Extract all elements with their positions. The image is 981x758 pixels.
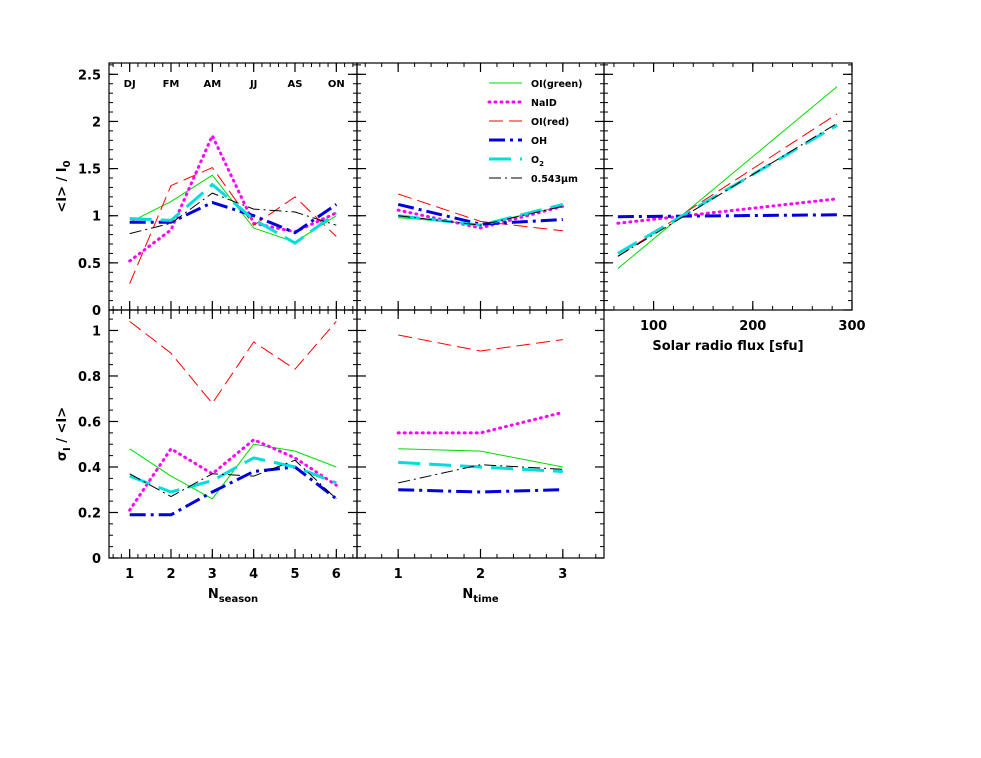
series-line-naid <box>616 197 839 225</box>
series-line-o2 <box>617 123 838 255</box>
y-tick-label: 0.2 <box>78 506 101 521</box>
legend-label-naid: NaID <box>531 98 557 109</box>
y-tick-label: 0.6 <box>78 415 101 430</box>
x-tick-label: 100 <box>640 319 667 334</box>
season-label: JJ <box>249 79 257 90</box>
series-group <box>128 321 338 517</box>
panel-frame <box>603 62 853 311</box>
y-tick-label: 2 <box>92 115 101 130</box>
legend-label-red: OI(red) <box>531 117 569 128</box>
chart-panels: 0 0.5 1 1.5 2 2.5 DJ FM AM JJ AS ON <I> / I0 OI(green… <box>55 62 866 605</box>
y-tick-label: 0 <box>92 552 101 567</box>
season-label: DJ <box>124 79 136 90</box>
x-tick-label: 4 <box>249 567 258 582</box>
series-group <box>128 131 338 284</box>
series-line-o2 <box>129 182 338 245</box>
y-tick-label: 1 <box>92 210 101 225</box>
x-tick-label: 2 <box>476 567 485 582</box>
series-line-red <box>129 321 337 405</box>
series-group <box>396 334 565 494</box>
series-line-red <box>398 193 563 232</box>
x-tick-label: 6 <box>332 567 341 582</box>
x-tick-label: 2 <box>166 567 175 582</box>
legend-label-cont: 0.543μm <box>531 174 578 185</box>
series-line-oh <box>129 465 338 517</box>
season-label: AM <box>203 79 221 90</box>
series-line-green <box>398 448 563 468</box>
x-tick-label: 1 <box>394 567 403 582</box>
season-label: FM <box>163 79 180 90</box>
series-line-oh <box>129 200 338 235</box>
series-line-green <box>129 443 337 500</box>
panel-flux_mean: 100 200 300 Solar radio flux [sfu] <box>603 62 866 354</box>
y-axis-label: <I> / I0 <box>55 160 73 212</box>
series-line-cont <box>398 464 563 484</box>
season-label: AS <box>288 79 303 90</box>
legend-label-oh: OH <box>531 136 547 147</box>
x-tick-label: 3 <box>558 567 567 582</box>
series-line-o2 <box>129 456 337 494</box>
y-tick-label: 0.8 <box>78 370 101 385</box>
y-tick-label: 1 <box>92 324 101 339</box>
season-label: ON <box>328 79 345 90</box>
panel-season_mean: 0 0.5 1 1.5 2 2.5 DJ FM AM JJ AS ON <I> / I0 <box>55 62 358 319</box>
x-tick-label: 5 <box>290 567 299 582</box>
series-line-cont <box>129 192 337 235</box>
x-tick-label: 300 <box>838 319 865 334</box>
x-tick-label: 3 <box>208 567 217 582</box>
series-line-red <box>129 166 337 284</box>
y-tick-label: 0.5 <box>78 257 101 272</box>
series-line-red <box>398 334 563 352</box>
y-tick-label: 1.5 <box>78 163 101 178</box>
series-line-oh <box>617 213 838 219</box>
x-tick-label: 200 <box>739 319 766 334</box>
series-line-naid <box>396 204 565 230</box>
legend-label-green: OI(green) <box>531 79 582 90</box>
series-group <box>616 86 839 269</box>
series-line-o2 <box>398 460 563 473</box>
series-line-naid <box>128 437 338 512</box>
series-line-oh <box>397 202 563 226</box>
series-line-cont <box>129 459 337 500</box>
y-tick-label: 2.5 <box>78 68 101 83</box>
y-axis-label: σI / <I> <box>55 407 73 461</box>
series-group <box>396 193 565 232</box>
x-axis-label: Solar radio flux [sfu] <box>652 339 803 354</box>
y-tick-label: 0.4 <box>78 461 101 476</box>
series-line-naid <box>396 410 565 435</box>
series-line-oh <box>398 488 563 494</box>
y-tick-label: 0 <box>92 304 101 319</box>
series-line-cont <box>398 205 563 226</box>
x-tick-label: 1 <box>125 567 134 582</box>
series-line-green <box>617 86 838 269</box>
